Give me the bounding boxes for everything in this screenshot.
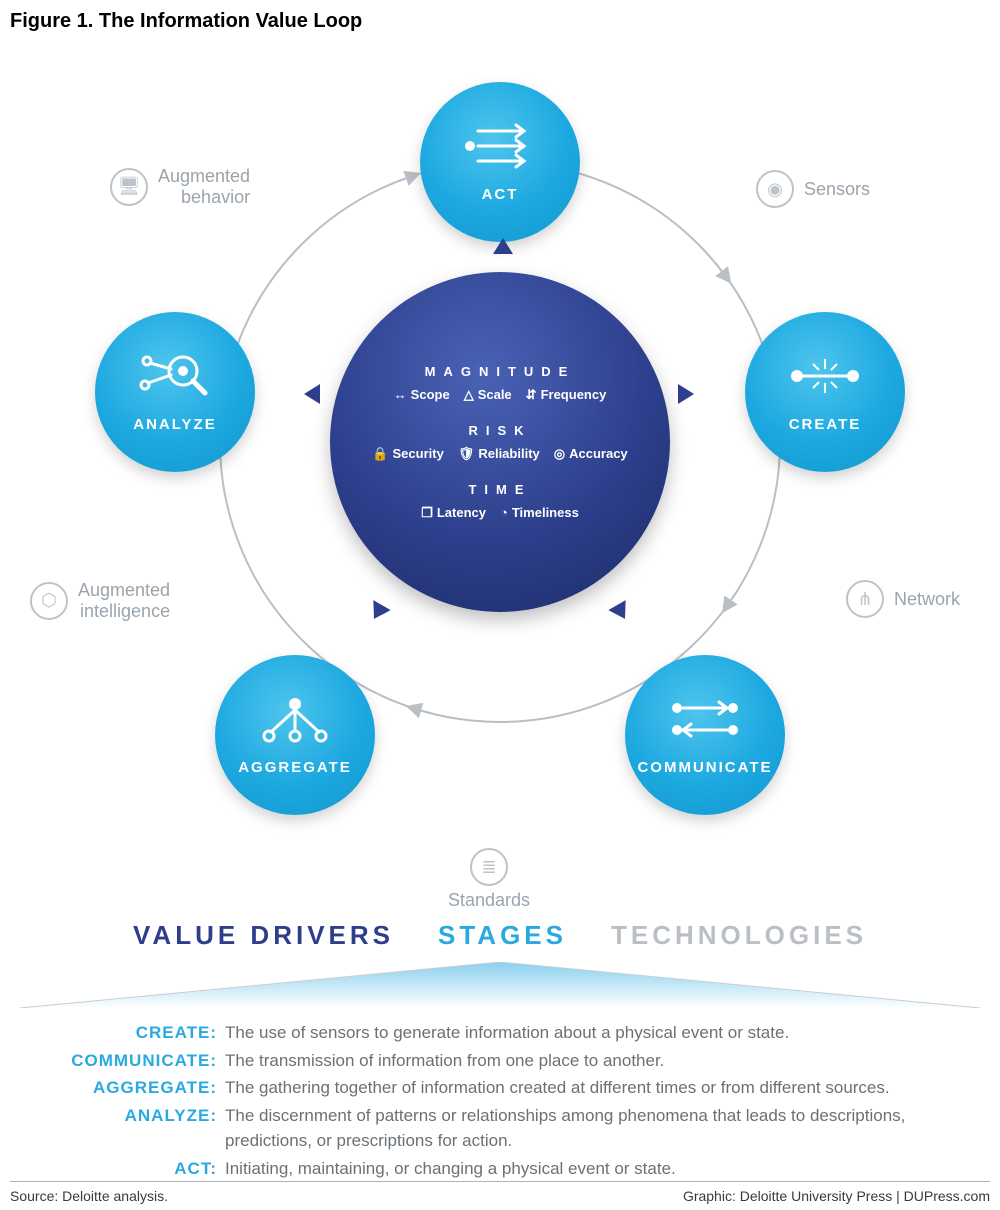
vd-glyph-icon: ↔ xyxy=(394,387,407,402)
outward-triangle-icon xyxy=(608,600,633,624)
vd-item-scope: ↔ Scope xyxy=(394,387,450,403)
definition-row: ANALYZE:The discernment of patterns or r… xyxy=(40,1103,960,1154)
footer: Source: Deloitte analysis. Graphic: Delo… xyxy=(10,1181,990,1204)
vd-glyph-icon: 🛡 xyxy=(458,446,475,462)
analyze-icon xyxy=(135,351,215,406)
stage-aggregate-label: AGGREGATE xyxy=(238,759,352,776)
tech-icon: ≣ xyxy=(470,848,508,886)
vd-item-label: Scale xyxy=(478,387,512,402)
tech-icon: 🖥 xyxy=(110,168,148,206)
graphic-credit: Graphic: Deloitte University Press | DUP… xyxy=(683,1188,990,1204)
tech-standards: ≣ Standards xyxy=(448,848,530,911)
act-icon xyxy=(460,121,540,176)
tech-icon: ⬡ xyxy=(30,582,68,620)
tech-augmented-intelligence: Augmentedintelligence ⬡ xyxy=(30,580,170,621)
tech-label-text: Sensors xyxy=(804,179,870,200)
stage-act-label: ACT xyxy=(482,186,519,203)
vd-item-label: Scope xyxy=(411,387,450,402)
vd-row: ❐ Latency ◔ Timeliness xyxy=(421,505,579,521)
definition-term: CREATE: xyxy=(40,1020,225,1046)
vd-item-label: Latency xyxy=(437,505,486,520)
stage-act: ACT xyxy=(420,82,580,242)
vd-head: RISK xyxy=(372,423,627,438)
tech-sensors: ◉ Sensors xyxy=(756,170,870,208)
vd-item-timeliness: ◔ Timeliness xyxy=(500,505,579,521)
vd-item-accuracy: ◎ Accuracy xyxy=(554,446,628,462)
tech-network: ⋔ Network xyxy=(846,580,960,618)
vd-item-label: Security xyxy=(393,446,444,461)
definition-row: CREATE:The use of sensors to generate in… xyxy=(40,1020,960,1046)
legend-stages: STAGES xyxy=(438,920,567,951)
definition-text: The transmission of information from one… xyxy=(225,1048,960,1074)
definition-text: The discernment of patterns or relations… xyxy=(225,1103,960,1154)
vd-item-reliability: 🛡Reliability xyxy=(458,446,540,462)
legend-row: VALUE DRIVERS STAGES TECHNOLOGIES xyxy=(0,920,1000,951)
vd-glyph-icon: ◔ xyxy=(500,505,508,520)
definition-text: Initiating, maintaining, or changing a p… xyxy=(225,1156,960,1182)
figure-title: Figure 1. The Information Value Loop xyxy=(10,10,362,33)
outward-triangle-icon xyxy=(493,238,513,254)
tech-icon: ◉ xyxy=(756,170,794,208)
vd-group-magnitude: MAGNITUDE ↔ Scope △ Scale ⇵ Frequency xyxy=(394,364,607,403)
create-icon xyxy=(785,351,865,406)
vd-row: ↔ Scope △ Scale ⇵ Frequency xyxy=(394,387,607,403)
definition-row: COMMUNICATE:The transmission of informat… xyxy=(40,1048,960,1074)
definitions-block: CREATE:The use of sensors to generate in… xyxy=(40,1020,960,1183)
vd-group-time: TIME ❐ Latency ◔ Timeliness xyxy=(421,482,579,521)
vd-glyph-icon: 🔒 xyxy=(372,446,388,462)
definition-term: COMMUNICATE: xyxy=(40,1048,225,1074)
vd-item-label: Timeliness xyxy=(512,505,579,520)
aggregate-icon xyxy=(255,694,335,749)
stage-create-label: CREATE xyxy=(789,416,862,433)
outward-triangle-icon xyxy=(678,384,694,404)
definition-term: AGGREGATE: xyxy=(40,1075,225,1101)
tech-label-text: Standards xyxy=(448,890,530,911)
legend-technologies: TECHNOLOGIES xyxy=(611,920,867,951)
vd-head: TIME xyxy=(421,482,579,497)
stage-create: CREATE xyxy=(745,312,905,472)
vd-item-latency: ❐ Latency xyxy=(421,505,486,521)
tech-label-text: Network xyxy=(894,589,960,610)
tech-icon: ⋔ xyxy=(846,580,884,618)
vd-item-label: Accuracy xyxy=(569,446,628,461)
vd-item-frequency: ⇵ Frequency xyxy=(526,387,607,403)
vd-item-scale: △ Scale xyxy=(464,387,512,403)
vd-item-label: Frequency xyxy=(541,387,607,402)
definition-text: The gathering together of information cr… xyxy=(225,1075,960,1101)
outward-triangle-icon xyxy=(365,600,390,624)
vd-group-risk: RISK 🔒 Security 🛡Reliability ◎ Accuracy xyxy=(372,423,627,462)
stage-communicate: COMMUNICATE xyxy=(625,655,785,815)
vd-head: MAGNITUDE xyxy=(394,364,607,379)
definition-term: ACT: xyxy=(40,1156,225,1182)
stage-aggregate: AGGREGATE xyxy=(215,655,375,815)
vd-item-label: Reliability xyxy=(478,446,539,461)
legend-value-drivers: VALUE DRIVERS xyxy=(133,920,394,951)
definition-row: ACT:Initiating, maintaining, or changing… xyxy=(40,1156,960,1182)
wedge-divider xyxy=(20,962,980,1008)
vd-glyph-icon: △ xyxy=(464,387,474,403)
tech-label-text: Augmentedbehavior xyxy=(158,166,250,207)
loop-diagram: MAGNITUDE ↔ Scope △ Scale ⇵ Frequency RISK 🔒 Secu… xyxy=(50,50,950,870)
stage-communicate-label: COMMUNICATE xyxy=(637,759,772,776)
stage-analyze-label: ANALYZE xyxy=(133,416,216,433)
communicate-icon xyxy=(665,694,745,749)
tech-label-text: Augmentedintelligence xyxy=(78,580,170,621)
definition-row: AGGREGATE:The gathering together of info… xyxy=(40,1075,960,1101)
value-drivers-hub: MAGNITUDE ↔ Scope △ Scale ⇵ Frequency RISK 🔒 Secu… xyxy=(330,272,670,612)
vd-glyph-icon: ⇵ xyxy=(526,387,537,403)
vd-row: 🔒 Security 🛡Reliability ◎ Accuracy xyxy=(372,446,627,462)
definition-term: ANALYZE: xyxy=(40,1103,225,1154)
tech-augmented-behavior: Augmentedbehavior 🖥 xyxy=(110,166,250,207)
outward-triangle-icon xyxy=(304,384,320,404)
vd-glyph-icon: ❐ xyxy=(421,505,433,521)
vd-item-security: 🔒 Security xyxy=(372,446,444,462)
stage-analyze: ANALYZE xyxy=(95,312,255,472)
vd-glyph-icon: ◎ xyxy=(554,446,565,462)
definition-text: The use of sensors to generate informati… xyxy=(225,1020,960,1046)
source-text: Source: Deloitte analysis. xyxy=(10,1188,168,1204)
